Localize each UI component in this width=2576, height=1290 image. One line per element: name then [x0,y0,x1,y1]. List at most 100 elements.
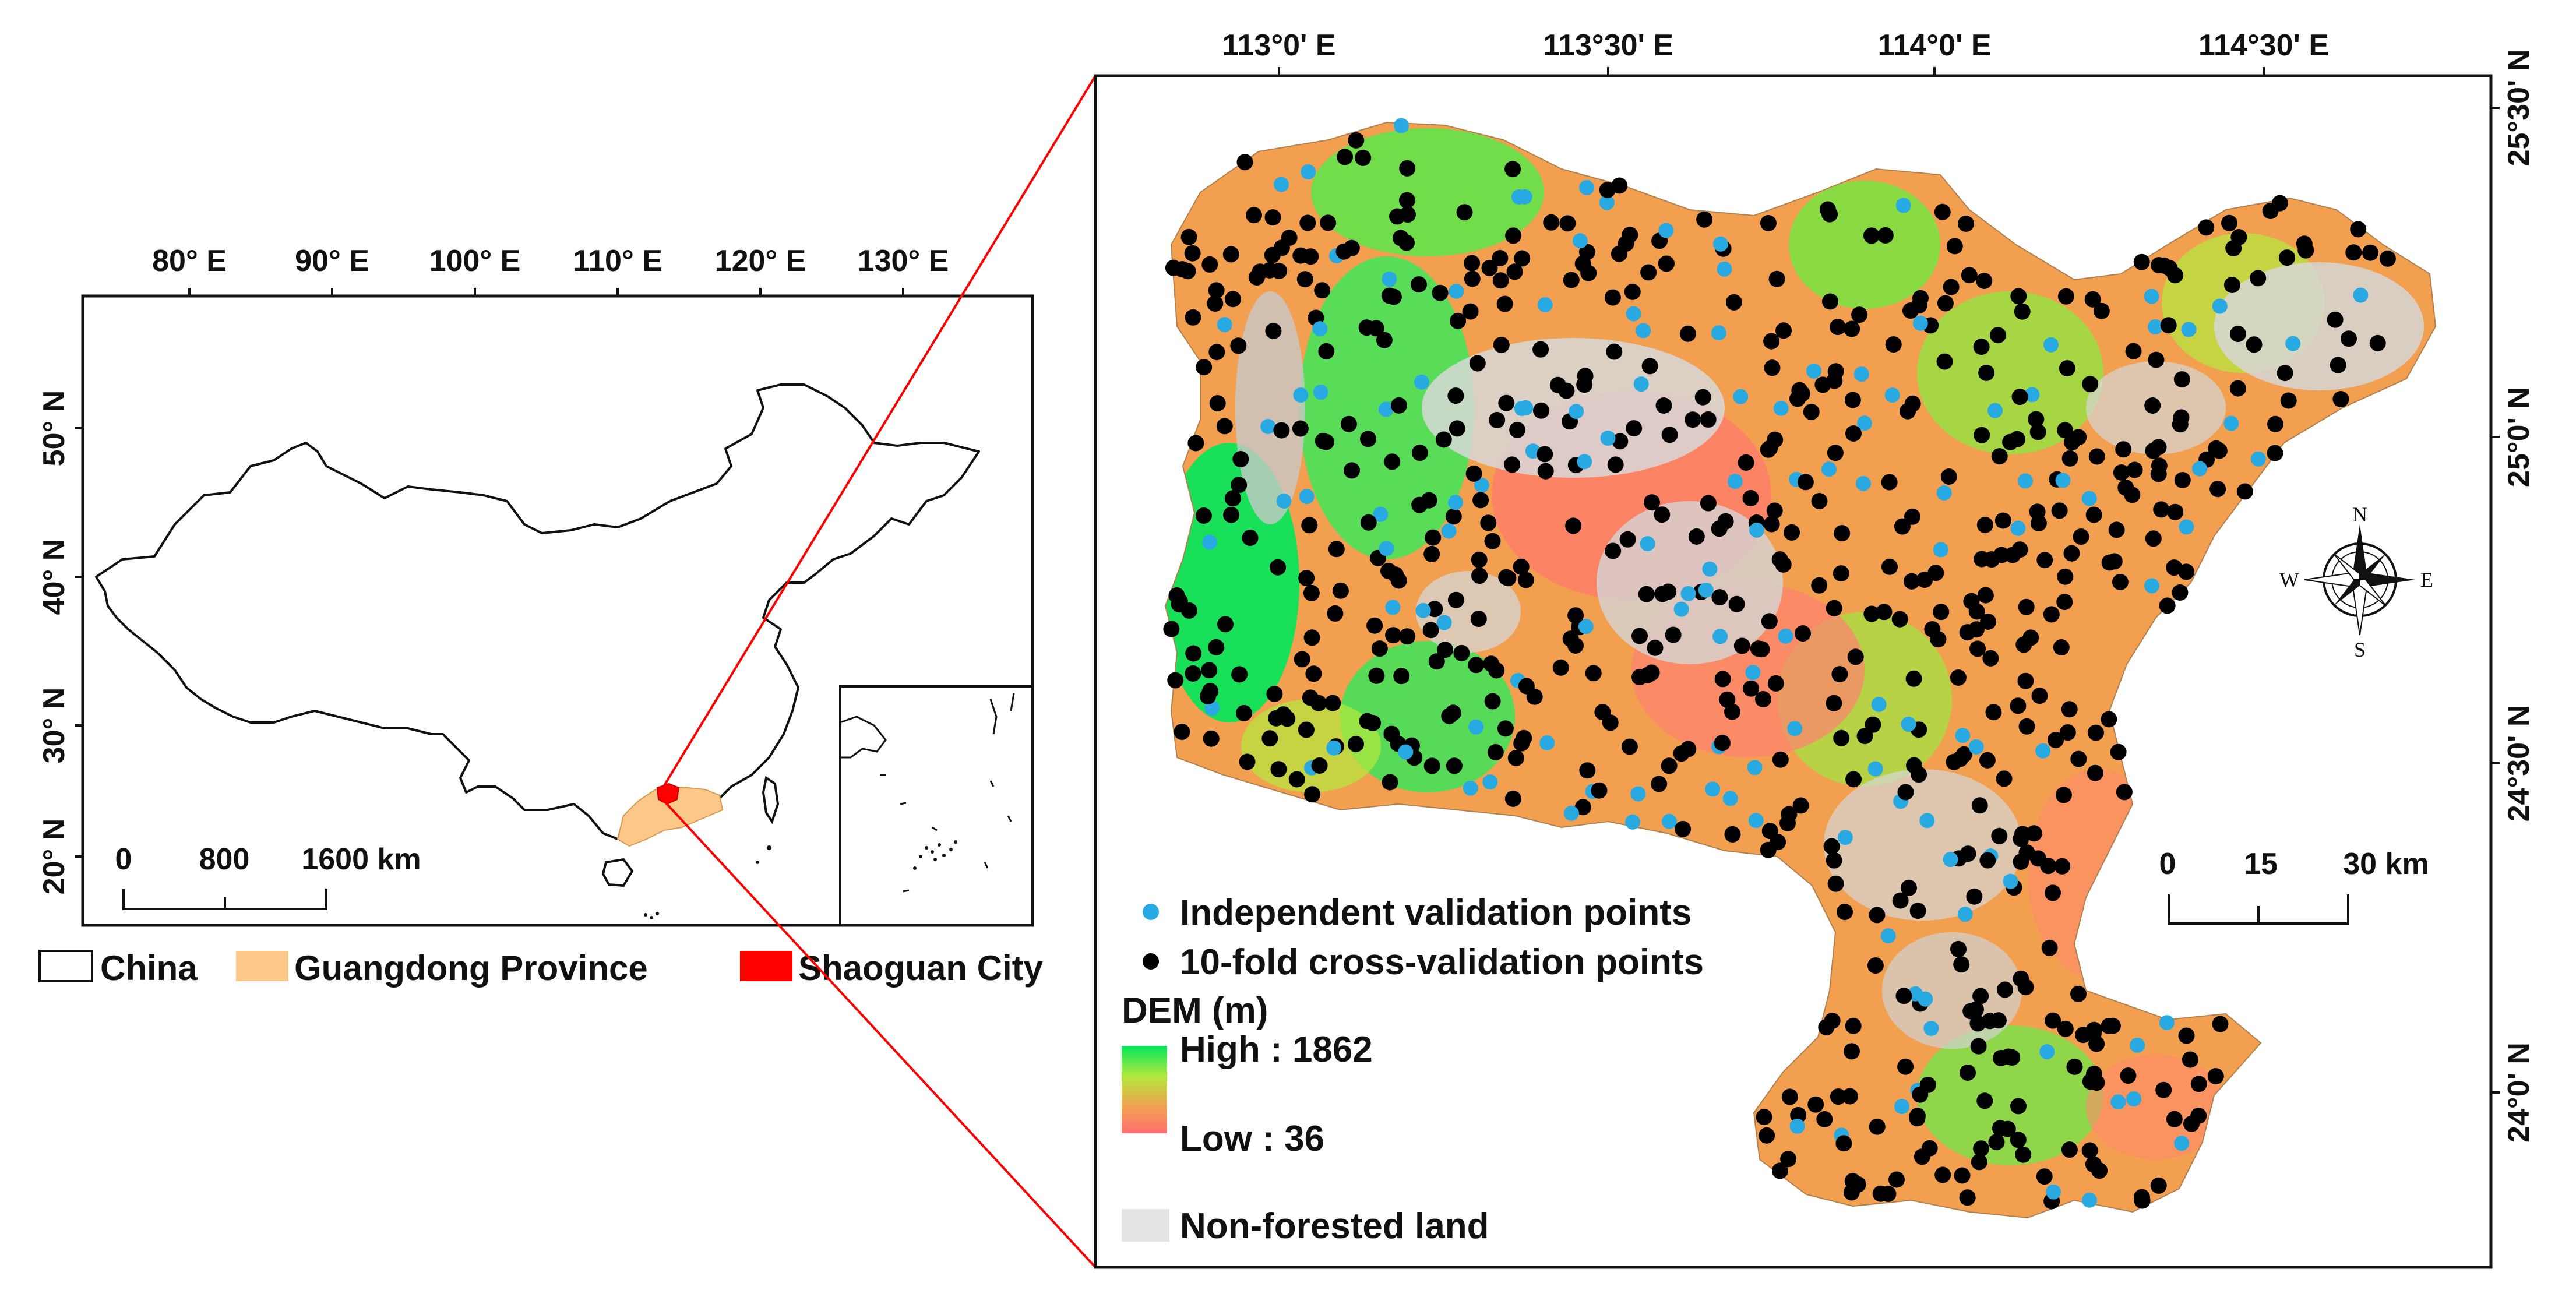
lon-tick-110: 110° E [573,244,662,278]
cross-validation-point [1789,390,1806,407]
cross-validation-point [2221,214,2237,231]
cross-validation-point [1445,508,1462,525]
independent-validation-point [2179,519,2194,535]
cross-validation-point [2011,541,2028,558]
cross-validation-point [1498,394,1515,411]
cross-validation-point [1766,502,1783,519]
cross-validation-point [1638,586,1655,602]
cross-validation-point [1422,622,1439,639]
cross-validation-point [1216,418,1233,435]
cross-validation-point [2008,431,2025,447]
independent-validation-point [1936,485,1952,501]
cross-validation-point [1921,1140,1938,1157]
cross-validation-point [2017,672,2034,689]
cross-validation-point [1660,583,1677,600]
independent-validation-point [2010,520,2026,536]
cross-validation-point [2056,594,2073,611]
cross-validation-point [1428,653,1445,670]
independent-validation-point [1933,542,1948,558]
detail-scale-label-30: 30 km [2343,847,2429,881]
non-forest-swatch [1122,1209,1169,1242]
cross-validation-point [2088,724,2104,741]
cross-validation-point [2053,639,2070,655]
cross-validation-point [1803,403,1820,420]
cross-validation-point [1885,336,1902,353]
lon-tick-90: 90° E [295,244,369,278]
cross-validation-point [2088,1035,2105,1052]
cross-validation-point [2055,787,2072,803]
lon-tick-113-0: 113°0' E [1222,29,1335,62]
cross-validation-point [1970,1038,1987,1055]
cross-validation-point [1847,648,1864,665]
independent-validation-point [1518,400,1534,415]
independent-validation-point [1747,760,1763,776]
cross-validation-point [1841,1088,1858,1105]
cross-validation-point [1979,752,1996,769]
cross-validation-point [1604,289,1621,306]
cross-validation-point [2182,1051,2198,1068]
cross-validation-point [1423,545,1440,562]
cross-validation-point [1184,245,1201,262]
cross-validation-point [1661,427,1678,443]
independent-validation-point [1577,454,1592,470]
cross-validation-point [1966,888,1983,905]
cross-validation-point [2350,221,2367,238]
independent-validation-point [1987,403,2003,418]
cross-validation-point [1492,272,1509,289]
cross-validation-point [1421,492,1437,509]
cross-validation-point [1694,389,1711,406]
cross-validation-point [1771,1162,1788,1179]
lon-tick-120: 120° E [715,244,806,278]
cross-validation-point [1845,1017,1862,1034]
cross-validation-point [1242,530,1259,547]
cross-validation-point [1562,630,1579,647]
independent-validation-point [1837,830,1853,845]
cross-validation-point [2134,1192,2151,1209]
cross-validation-point [1368,667,1385,684]
cross-validation-point [1811,493,1828,509]
cross-validation-point [1881,474,1898,491]
independent-validation-point [1517,189,1532,205]
cross-validation-point [1845,425,1862,442]
independent-validation-point [1673,601,1689,617]
cross-validation-point [2166,1111,2183,1127]
legend-shaoguan-swatch [740,951,792,981]
cross-validation-point [1797,474,1814,491]
cross-validation-point [1969,640,1986,657]
cross-validation-point [1180,602,1197,619]
independent-validation-point [1394,118,1409,133]
independent-validation-point [1895,198,1911,213]
cross-validation-point [1389,208,1405,225]
independent-validation-point [1918,991,1933,1007]
cross-validation-point [1231,477,1248,494]
cross-validation-point [1513,735,1530,752]
cross-validation-point [2057,1020,2074,1037]
cross-validation-point [2082,376,2099,393]
zoom-connector-lines [663,75,1097,1268]
independent-validation-point [1640,536,1655,552]
cross-validation-point [2013,970,2029,987]
cross-validation-point [2010,1132,2027,1148]
independent-validation-point [2126,1091,2141,1106]
cross-validation-point [2144,397,2161,414]
cross-validation-point [1680,741,1697,757]
china-outline [95,383,980,840]
legend-shaoguan-label: Shaoguan City [798,949,1044,988]
cross-validation-point [1700,411,1717,428]
cross-validation-point [2036,1168,2053,1185]
cross-validation-point [1165,259,1182,276]
cross-validation-point [1927,565,1944,581]
cross-validation-point [2150,439,2167,456]
cross-validation-point [1719,691,1736,708]
independent-validation-point [2181,322,2197,337]
cross-validation-point [1432,284,1449,301]
cross-validation-point [1934,203,1951,220]
cross-validation-point [1318,343,1335,359]
cross-validation-point [2229,326,2246,343]
cross-validation-point [2125,343,2142,359]
cross-validation-point [2280,392,2297,409]
cross-validation-point [1906,757,1923,774]
cross-validation-point [1292,420,1309,437]
cross-validation-point [2225,240,2242,256]
cross-validation-point [1696,211,1713,228]
